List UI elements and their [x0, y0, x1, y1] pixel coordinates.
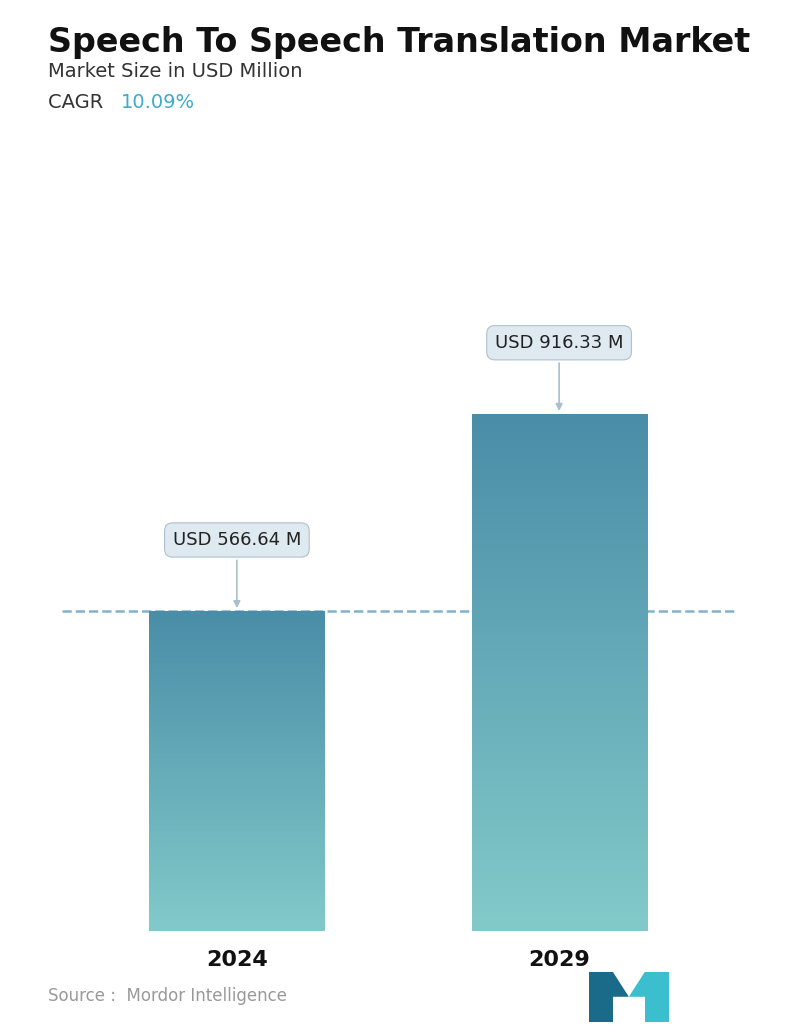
Polygon shape	[629, 972, 669, 997]
Text: Speech To Speech Translation Market: Speech To Speech Translation Market	[48, 26, 750, 59]
Text: CAGR: CAGR	[48, 93, 109, 112]
Polygon shape	[645, 972, 669, 1022]
Polygon shape	[589, 972, 613, 1022]
Text: Market Size in USD Million: Market Size in USD Million	[48, 62, 302, 81]
Text: Source :  Mordor Intelligence: Source : Mordor Intelligence	[48, 987, 287, 1005]
Text: USD 916.33 M: USD 916.33 M	[495, 334, 623, 409]
Polygon shape	[589, 972, 629, 997]
Text: USD 566.64 M: USD 566.64 M	[173, 531, 301, 606]
Text: 10.09%: 10.09%	[121, 93, 195, 112]
